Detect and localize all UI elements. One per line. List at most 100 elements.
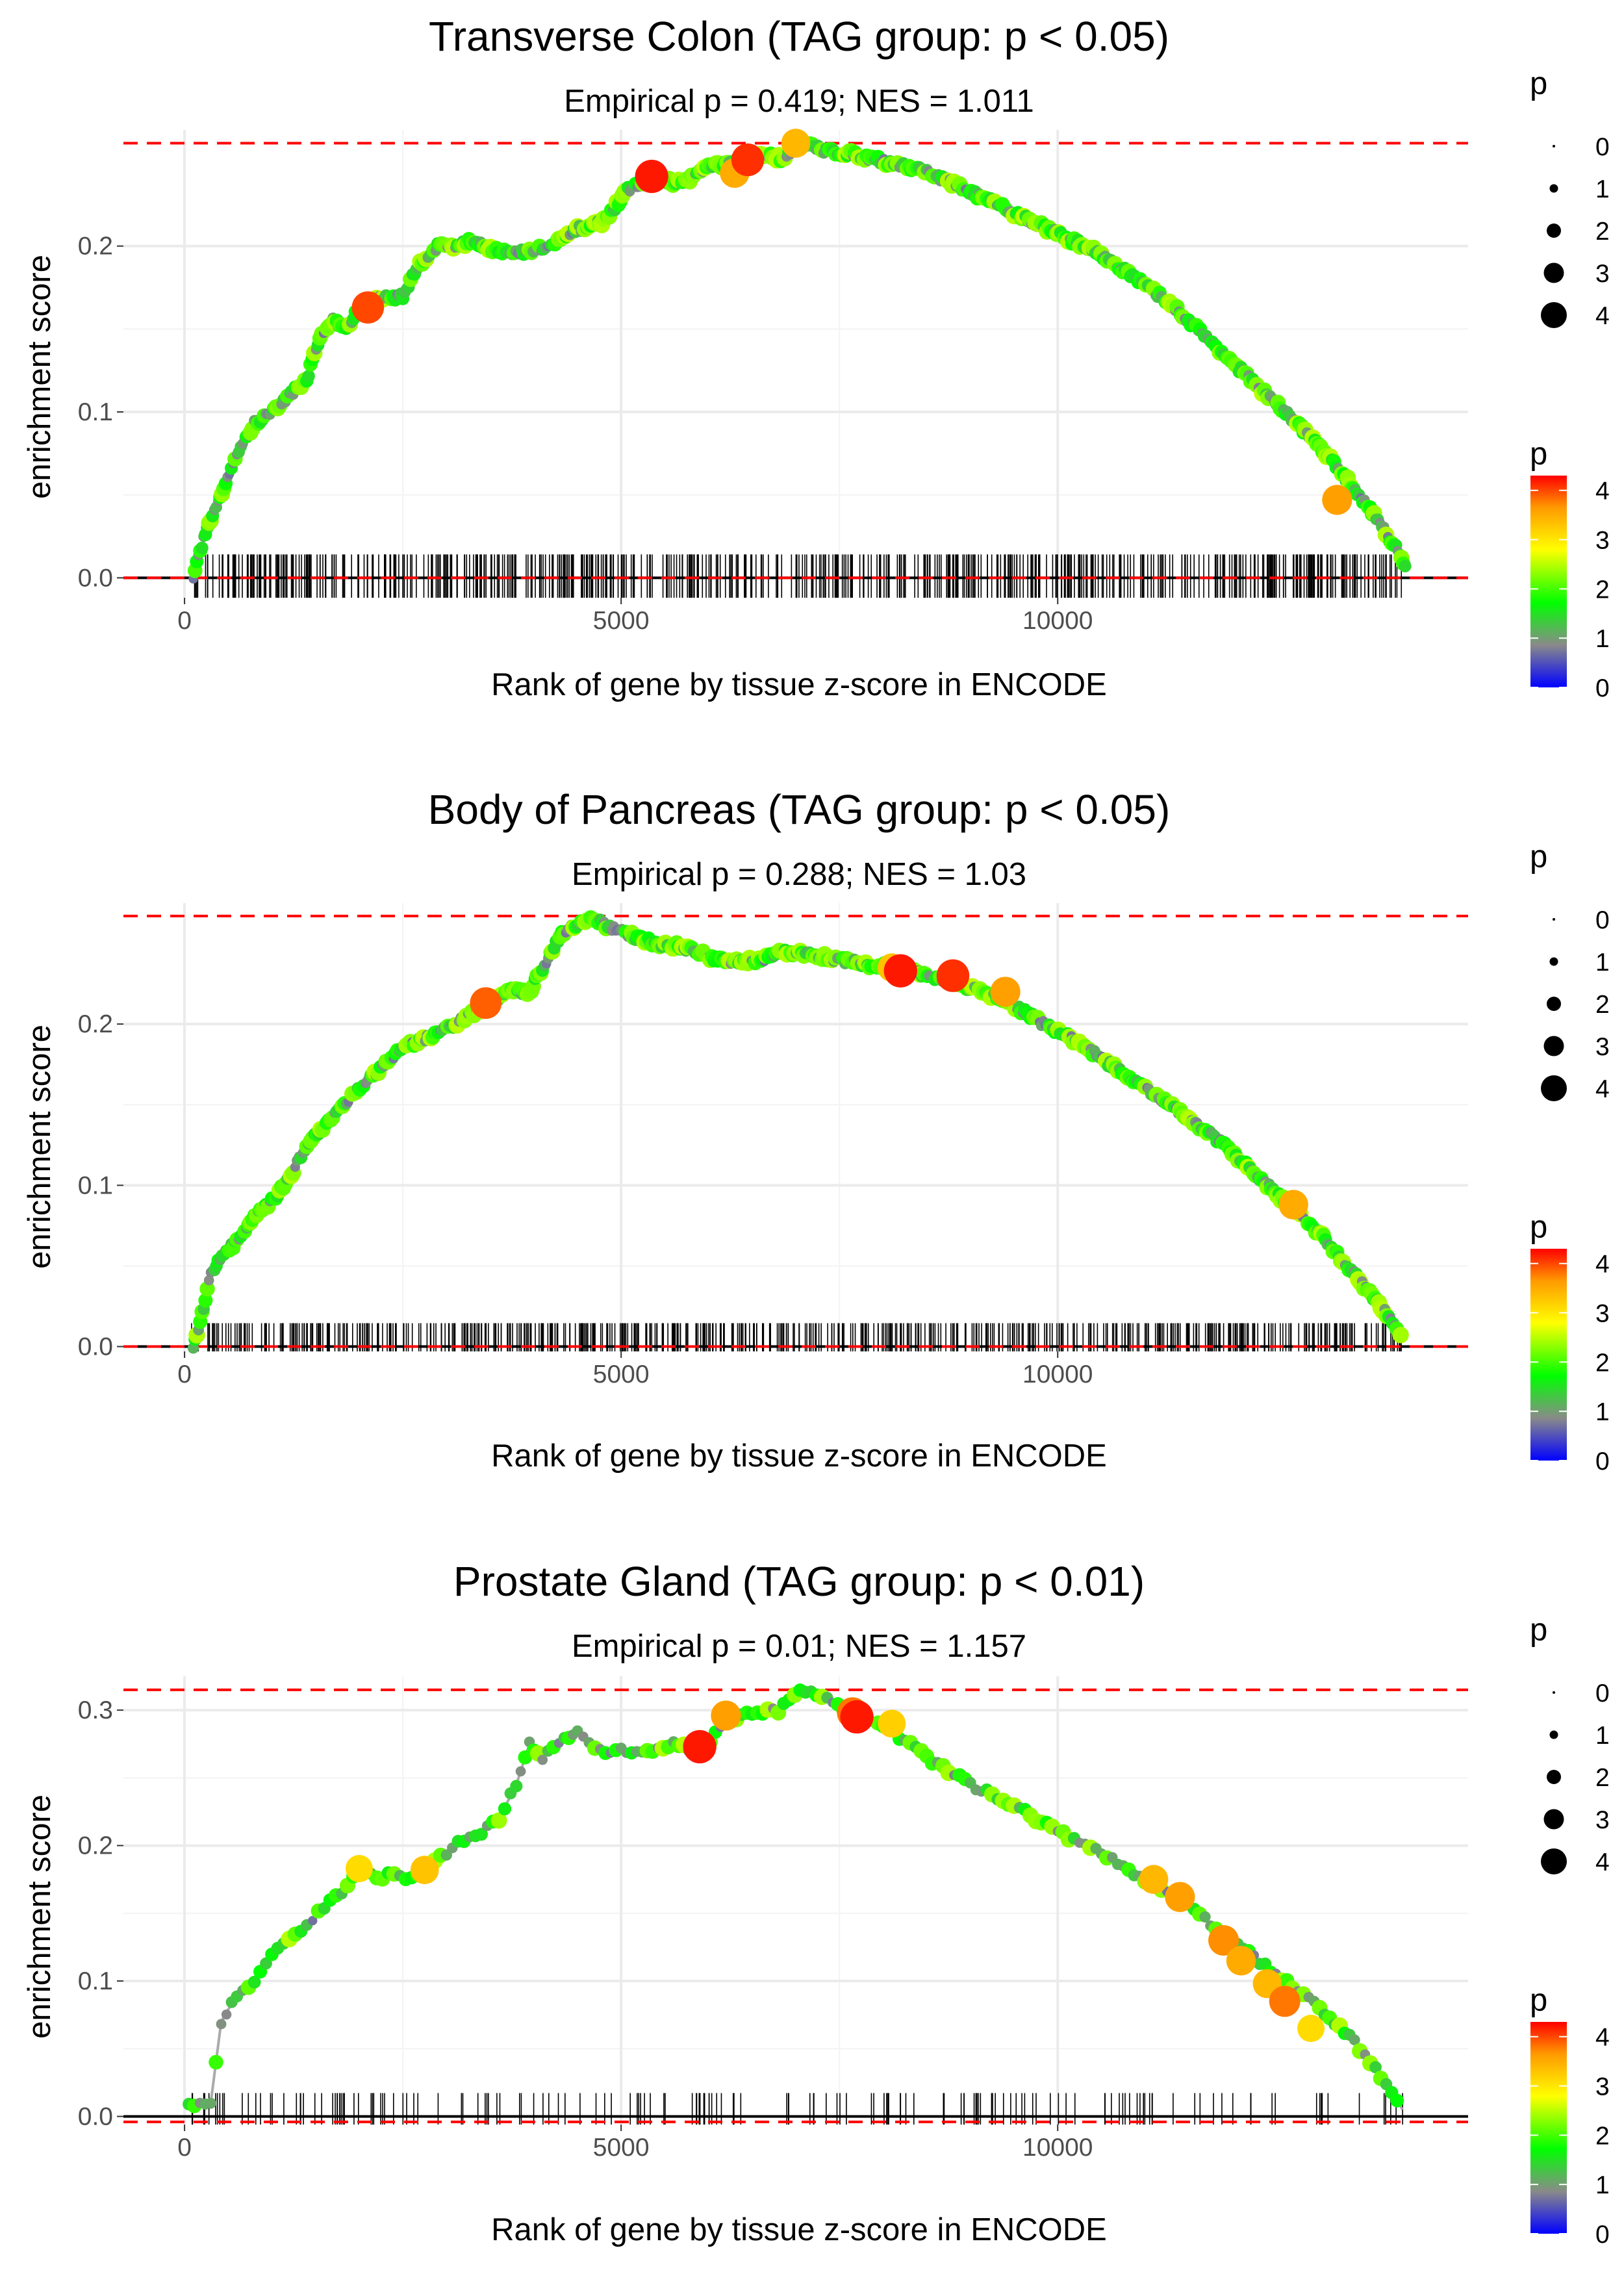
size-legend-dot: [1547, 1770, 1561, 1784]
curve-point: [490, 1812, 507, 1829]
size-legend-label: 1: [1595, 1722, 1610, 1750]
panel-body-of-pancreas: Body of Pancreas (TAG group: p < 0.05) E…: [22, 786, 1468, 1474]
curve-point: [1390, 2093, 1404, 2108]
x-tick-label: 5000: [593, 607, 650, 635]
curve-point: [537, 1754, 548, 1765]
curve-point: [1349, 2034, 1360, 2046]
y-axis-label: enrichment score: [22, 255, 57, 499]
curve-point: [221, 2009, 232, 2020]
size-legend-label: 3: [1595, 1033, 1610, 1061]
curve-point: [209, 2054, 223, 2070]
chart-title: Prostate Gland (TAG group: p < 0.01): [453, 1558, 1145, 1605]
size-legend-label: 0: [1595, 906, 1610, 934]
size-legend-dot: [1547, 997, 1561, 1011]
highlight-point: [731, 143, 765, 177]
colorbar: [1530, 2022, 1567, 2234]
colorbar-label: 4: [1595, 2024, 1610, 2052]
highlight-point: [781, 129, 811, 158]
colorbar-label: 3: [1595, 1300, 1610, 1328]
chart-title: Body of Pancreas (TAG group: p < 0.05): [428, 786, 1171, 833]
chart-title: Transverse Colon (TAG group: p < 0.05): [429, 13, 1169, 60]
highlight-point: [470, 987, 502, 1019]
y-tick-label: 0.0: [78, 1333, 113, 1361]
curve-point: [498, 1802, 512, 1816]
size-legend-dot: [1553, 918, 1555, 921]
curve-point: [475, 1828, 488, 1841]
panel-prostate-gland: Prostate Gland (TAG group: p < 0.01) Emp…: [22, 1558, 1468, 2247]
size-legend-label: 4: [1595, 1848, 1610, 1876]
y-tick-label: 0.0: [78, 564, 113, 592]
colorbar: [1530, 1249, 1567, 1461]
highlight-point: [936, 959, 970, 992]
colorbar-label: 2: [1595, 576, 1610, 604]
curve-point: [203, 1275, 214, 1286]
y-tick-label: 0.2: [78, 1010, 113, 1038]
y-axis-label: enrichment score: [22, 1795, 57, 2039]
highlight-point: [990, 977, 1021, 1007]
size-legend-label: 2: [1595, 991, 1610, 1019]
curve-point: [247, 1975, 261, 1989]
chart-subtitle: Empirical p = 0.419; NES = 1.011: [564, 84, 1034, 119]
size-legend-label: 4: [1595, 302, 1610, 330]
size-legend-dot: [1543, 262, 1564, 283]
size-legend-label: 0: [1595, 1680, 1610, 1707]
size-legend-label: 1: [1595, 949, 1610, 977]
size-legend-label: 3: [1595, 1806, 1610, 1834]
color-legend-title: p: [1530, 1210, 1547, 1245]
curve-point: [198, 1293, 213, 1308]
curve-points: [187, 910, 1409, 1354]
curve-point: [510, 1780, 523, 1793]
size-legend-label: 0: [1595, 133, 1610, 161]
x-tick-label: 10000: [1022, 2134, 1093, 2162]
y-axis-label: enrichment score: [22, 1025, 57, 1269]
size-legend-dot: [1543, 1036, 1564, 1056]
x-tick-label: 0: [177, 607, 192, 635]
highlight-point: [1269, 1986, 1300, 2017]
highlight-point: [683, 1730, 717, 1764]
highlight-point: [883, 954, 917, 988]
x-axis-label: Rank of gene by tissue z-score in ENCODE: [491, 667, 1107, 702]
x-axis-label: Rank of gene by tissue z-score in ENCODE: [491, 2212, 1107, 2247]
size-legend-dot: [1541, 1075, 1567, 1101]
size-legend-title: p: [1530, 1613, 1547, 1648]
size-legend-label: 4: [1595, 1075, 1610, 1103]
colorbar-label: 2: [1595, 1349, 1610, 1377]
highlight-point: [1165, 1882, 1195, 1912]
size-legend-dot: [1549, 184, 1558, 193]
curve-point: [199, 1281, 215, 1297]
curve-point: [515, 1766, 526, 1777]
colorbar-label: 1: [1595, 2171, 1610, 2199]
curve-point: [196, 541, 209, 555]
highlight-point: [1208, 1924, 1239, 1956]
colorbar-label: 0: [1595, 2221, 1610, 2249]
x-tick-label: 0: [177, 2134, 192, 2162]
size-legend-label: 1: [1595, 175, 1610, 203]
x-tick-label: 5000: [593, 2134, 650, 2162]
curve-point: [205, 2097, 216, 2109]
chart-subtitle: Empirical p = 0.288; NES = 1.03: [572, 857, 1026, 892]
colorbar-label: 4: [1595, 478, 1610, 505]
y-tick-label: 0.0: [78, 2102, 113, 2130]
colorbar-label: 2: [1595, 2122, 1610, 2150]
x-tick-label: 10000: [1022, 1361, 1093, 1388]
y-tick-label: 0.1: [78, 398, 113, 426]
x-tick-label: 5000: [593, 1361, 650, 1388]
y-tick-label: 0.1: [78, 1967, 113, 1995]
size-legend-dot: [1541, 1848, 1567, 1874]
chart-subtitle: Empirical p = 0.01; NES = 1.157: [572, 1629, 1026, 1664]
highlight-point: [840, 1700, 874, 1734]
size-legend-label: 2: [1595, 218, 1610, 246]
colorbar-label: 3: [1595, 527, 1610, 555]
colorbar-label: 1: [1595, 625, 1610, 653]
enrichment-curve: [188, 1688, 1404, 2111]
highlight-point: [345, 1854, 373, 1883]
size-legend-dot: [1553, 1691, 1555, 1694]
size-legend-title: p: [1530, 66, 1547, 101]
colorbar: [1530, 476, 1567, 687]
y-tick-label: 0.2: [78, 1832, 113, 1860]
curve-point: [307, 1915, 318, 1926]
curve-point: [1369, 2061, 1382, 2074]
curve-point: [216, 2019, 227, 2030]
size-legend-dot: [1553, 145, 1555, 147]
